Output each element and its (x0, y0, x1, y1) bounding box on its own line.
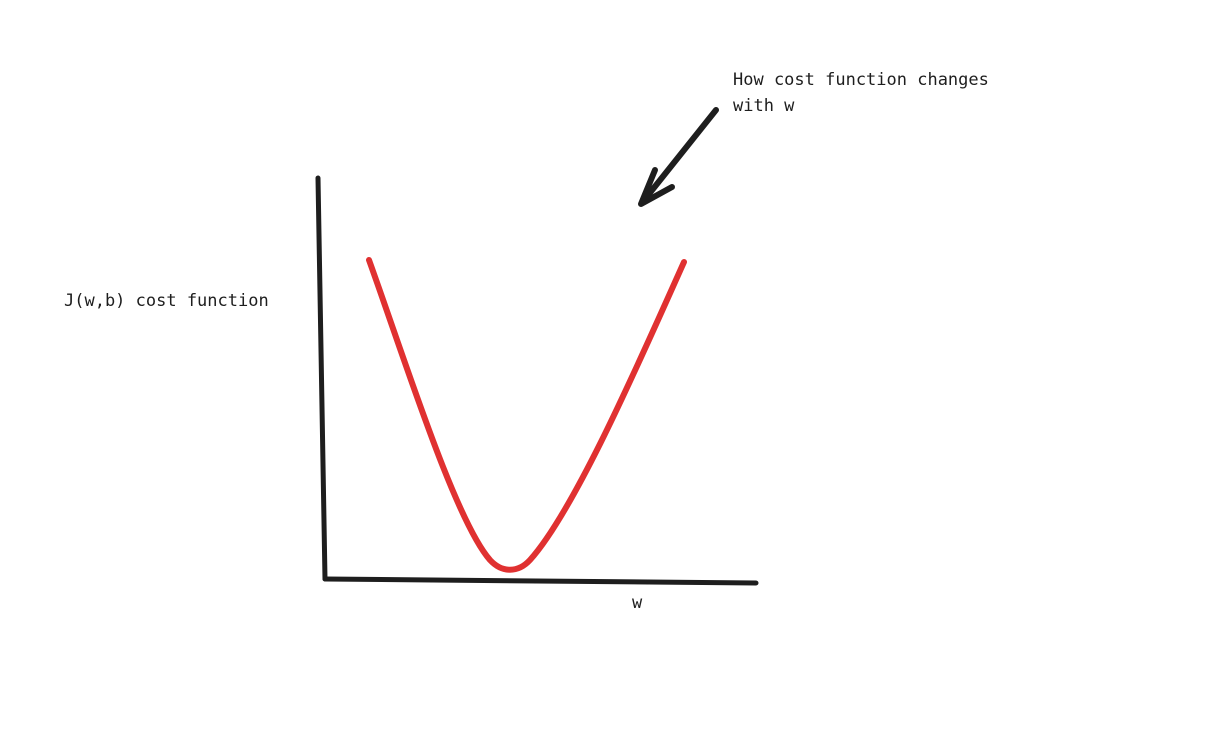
annotation-arrow (638, 107, 719, 207)
cost-curve (366, 257, 687, 573)
y-axis (315, 175, 328, 582)
y-axis-label: J(w,b) cost function (64, 291, 269, 311)
annotation-text-line-2: with w (733, 96, 795, 116)
annotation-text-line-1: How cost function changes (733, 70, 989, 90)
x-axis (322, 576, 759, 586)
x-axis-label: w (632, 593, 643, 613)
